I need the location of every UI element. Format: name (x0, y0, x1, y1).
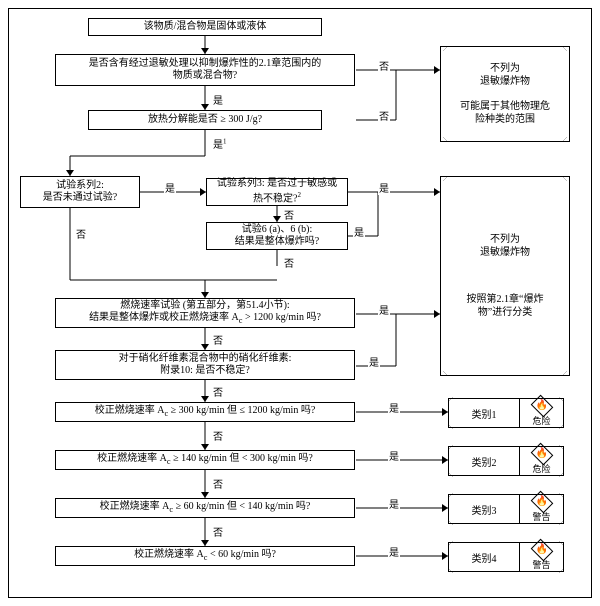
lbl-yes: 是 (388, 400, 400, 415)
r2a: 不列为 退敏爆炸物 (480, 233, 530, 259)
q1: 是否含有经过退敏处理以抑制爆炸性的2.1章范围内的 物质或混合物? (55, 54, 355, 86)
q7: 校正燃烧速率 Ac ≥ 140 kg/min 但 < 300 kg/min 吗? (55, 450, 355, 470)
result-not-classified-1: 不列为 退敏爆炸物 可能属于其他物理危 险种类的范围 (440, 46, 570, 142)
lbl-no: 否 (212, 476, 224, 491)
lbl-yes: 是 (388, 544, 400, 559)
category-3: 类别3 🔥警告 (448, 494, 564, 524)
lbl-no: 否 (378, 58, 390, 73)
q4: 燃烧速率试验 (第五部分，第51.4小节): 结果是整体爆炸或校正燃烧速率 Ac… (55, 298, 355, 328)
lbl-yes: 是 (353, 224, 365, 239)
cat-label: 类别2 (448, 446, 520, 476)
hazard-pictogram: 🔥危险 (520, 398, 564, 428)
lbl-no: 否 (283, 255, 295, 270)
start-box: 该物质/混合物是固体或液体 (88, 18, 322, 36)
lbl-yes: 是1 (212, 136, 228, 151)
cat-label: 类别3 (448, 494, 520, 524)
lbl-yes: 是 (378, 180, 390, 195)
lbl-no: 否 (283, 207, 295, 222)
r2b: 按照第2.1章“爆炸 物”进行分类 (467, 293, 544, 319)
category-4: 类别4 🔥警告 (448, 542, 564, 572)
hazard-pictogram: 🔥警告 (520, 494, 564, 524)
lbl-yes: 是 (388, 496, 400, 511)
q2: 放热分解能是否 ≥ 300 J/g? (88, 110, 322, 130)
q3a: 试验系列3: 是否过于敏感或 热不稳定?2 (206, 178, 348, 206)
cat-label: 类别4 (448, 542, 520, 572)
lbl-yes: 是 (212, 92, 224, 107)
category-1: 类别1 🔥危险 (448, 398, 564, 428)
lbl-yes: 是 (368, 354, 380, 369)
lbl-no: 否 (212, 428, 224, 443)
lbl-yes: 是 (164, 180, 176, 195)
q3: 试验系列2: 是否未通过试验? (20, 176, 140, 208)
category-2: 类别2 🔥危险 (448, 446, 564, 476)
q8: 校正燃烧速率 Ac ≥ 60 kg/min 但 < 140 kg/min 吗? (55, 498, 355, 518)
lbl-no: 否 (212, 524, 224, 539)
hazard-pictogram: 🔥警告 (520, 542, 564, 572)
lbl-no: 否 (75, 226, 87, 241)
result-not-classified-2: 不列为 退敏爆炸物 按照第2.1章“爆炸 物”进行分类 (440, 176, 570, 376)
lbl-no: 否 (212, 384, 224, 399)
lbl-yes: 是 (388, 448, 400, 463)
r1b: 可能属于其他物理危 险种类的范围 (460, 100, 550, 126)
hazard-pictogram: 🔥危险 (520, 446, 564, 476)
cat-label: 类别1 (448, 398, 520, 428)
lbl-no: 否 (212, 332, 224, 347)
lbl-yes: 是 (378, 302, 390, 317)
r1a: 不列为 退敏爆炸物 (480, 62, 530, 88)
q9: 校正燃烧速率 Ac < 60 kg/min 吗? (55, 546, 355, 566)
q3b: 试验6 (a)、6 (b): 结果是整体爆炸吗? (206, 222, 348, 250)
q5: 对于硝化纤维素混合物中的硝化纤维素: 附录10: 是否不稳定? (55, 350, 355, 380)
q6: 校正燃烧速率 Ac ≥ 300 kg/min 但 ≤ 1200 kg/min 吗… (55, 402, 355, 422)
lbl-no: 否 (378, 108, 390, 123)
